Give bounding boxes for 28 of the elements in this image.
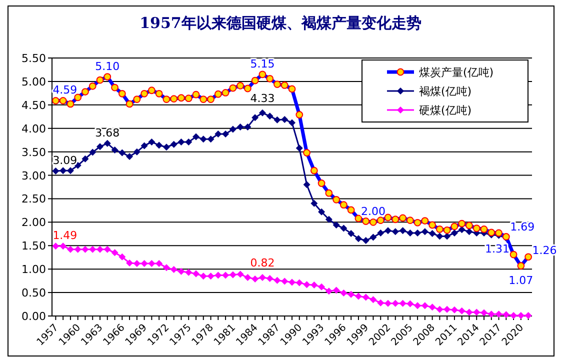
annotation: 4.59 — [52, 84, 78, 97]
y-tick-label: 5.50 — [22, 52, 46, 65]
y-tick-label: 5.00 — [22, 75, 46, 88]
legend-label: 煤炭产量(亿吨) — [419, 66, 494, 79]
legend-label: 褐煤(亿吨) — [419, 85, 472, 98]
chart-title: 1957年以来德国硬煤、褐煤产量变化走势 — [140, 14, 422, 32]
y-tick-label: 1.50 — [22, 240, 46, 253]
annotation: 5.10 — [95, 60, 120, 73]
y-tick-label: 4.50 — [22, 98, 46, 112]
annotation: 4.33 — [250, 92, 275, 105]
y-tick-label: 2.00 — [22, 216, 46, 230]
annotation: 1.31 — [485, 242, 510, 256]
y-tick-label: 1.00 — [22, 263, 46, 276]
annotation: 5.15 — [250, 57, 275, 70]
y-tick-label: 2.50 — [22, 192, 46, 206]
annotation: 1.69 — [510, 220, 535, 234]
annotation: 3.09 — [52, 154, 78, 168]
y-tick-label: 4.00 — [22, 122, 46, 136]
annotation: 1.07 — [508, 274, 534, 287]
y-tick-label: 3.50 — [22, 146, 46, 159]
y-tick-label: 0.00 — [22, 310, 46, 323]
annotation: 0.82 — [250, 256, 275, 270]
annotation: 1.49 — [52, 229, 78, 242]
annotation: 3.68 — [95, 126, 120, 140]
y-tick-label: 3.00 — [22, 169, 46, 182]
legend-label: 硬煤(亿吨) — [419, 104, 472, 117]
y-tick-label: 0.50 — [22, 286, 46, 300]
annotation: 2.00 — [360, 205, 386, 218]
